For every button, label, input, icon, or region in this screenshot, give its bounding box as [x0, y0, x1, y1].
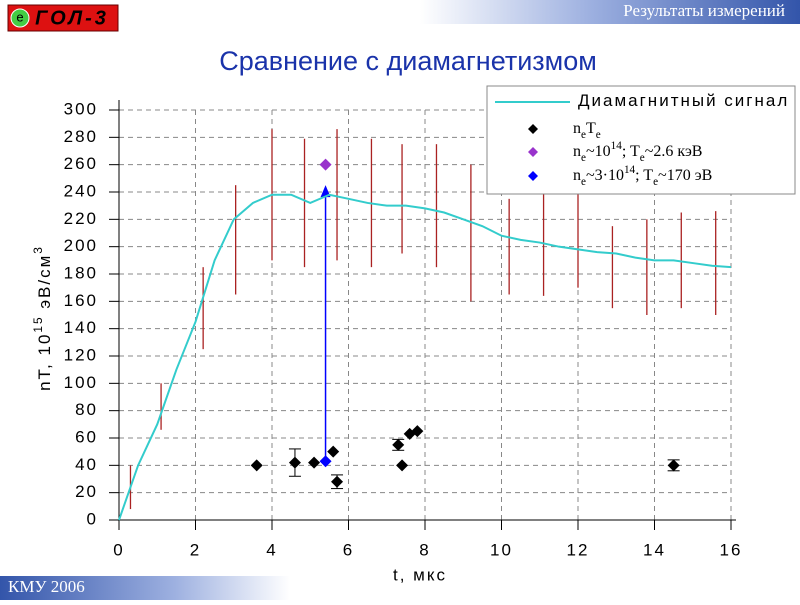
x-tick-label: 6 — [343, 540, 354, 559]
data-point — [319, 455, 332, 468]
y-tick-label: 200 — [64, 236, 98, 255]
footer-bar — [0, 576, 290, 600]
text-part: n — [573, 143, 581, 160]
text-part: 3 — [31, 245, 45, 254]
y-tick-label: 60 — [75, 427, 98, 446]
logo-box — [7, 4, 119, 32]
x-tick-label: 16 — [720, 540, 743, 559]
x-tick-label: 0 — [113, 540, 124, 559]
legend-label: neTe — [573, 120, 601, 141]
data-point — [392, 438, 405, 451]
text-part: ; T — [635, 167, 653, 184]
y-tick-label: 140 — [64, 318, 98, 337]
text-part: n — [573, 167, 581, 184]
text-part: ~10 — [586, 143, 611, 160]
y-tick-label: 100 — [64, 373, 98, 392]
y-tick-label: 300 — [64, 99, 98, 118]
text-part: e — [653, 176, 658, 188]
text-part: e — [596, 129, 601, 141]
legend-swatch — [528, 171, 538, 181]
y-tick-label: 220 — [64, 209, 98, 228]
y-tick-label: 40 — [75, 455, 98, 474]
y-tick-label: 260 — [64, 154, 98, 173]
legend-swatch — [528, 147, 538, 157]
x-tick-label: 8 — [419, 540, 430, 559]
legend-label: ne~1014; Te~2.6 кэВ — [573, 140, 702, 164]
logo-circle — [10, 8, 30, 28]
y-tick-label: 280 — [64, 127, 98, 146]
text-part: e — [640, 152, 645, 164]
chart-title: Сравнение с диамагнетизмом — [219, 46, 597, 76]
text-part: эВ/см — [35, 254, 54, 316]
text-part: ~3·10 — [586, 167, 624, 184]
y-axis-label: nT, 1015 эВ/см3 — [31, 245, 54, 391]
text-part: e — [581, 176, 586, 188]
section-title: Результаты измерений — [623, 1, 785, 20]
y-tick-label: 180 — [64, 263, 98, 282]
text-part: Диамагнитный сигнал — [578, 91, 789, 110]
y-tick-label: 20 — [75, 482, 98, 501]
legend-label: ne~3·1014; Te~170 эВ — [573, 164, 712, 188]
legend-swatch — [528, 124, 538, 134]
y-tick-label: 120 — [64, 345, 98, 364]
data-point — [667, 459, 680, 472]
text-part: n — [573, 120, 581, 137]
legend-box — [486, 85, 796, 195]
x-tick-label: 2 — [190, 540, 201, 559]
data-point — [308, 456, 321, 469]
x-tick-label: 10 — [490, 540, 513, 559]
text-part: ~170 эВ — [658, 167, 712, 184]
data-point — [331, 475, 344, 488]
x-tick-label: 12 — [567, 540, 590, 559]
text-part: ; T — [622, 143, 640, 160]
y-tick-label: 0 — [87, 509, 98, 528]
data-point — [319, 158, 332, 171]
y-tick-label: 240 — [64, 181, 98, 200]
logo-text: ГОЛ-3 — [35, 7, 109, 29]
arrow-head — [320, 185, 331, 198]
y-tick-label: 160 — [64, 291, 98, 310]
data-point — [396, 459, 409, 472]
text-part: T — [586, 120, 596, 137]
text-part: 14 — [611, 140, 623, 152]
y-tick-label: 80 — [75, 400, 98, 419]
header-bar — [420, 0, 800, 24]
signal-line — [118, 193, 732, 521]
x-tick-label: 4 — [266, 540, 277, 559]
footer-text: КМУ 2006 — [8, 577, 85, 596]
text-part: 15 — [31, 315, 45, 332]
x-tick-label: 14 — [643, 540, 666, 559]
data-point — [411, 425, 424, 438]
legend-label: Диамагнитный сигнал — [578, 91, 789, 110]
text-part: nT, 10 — [35, 333, 54, 391]
data-point — [327, 445, 340, 458]
data-point — [288, 456, 301, 469]
text-part: ~2.6 кэВ — [645, 143, 703, 160]
data-point — [250, 459, 263, 472]
x-axis-label: t, мкс — [393, 565, 447, 584]
text-part: e — [581, 129, 586, 141]
text-part: e — [581, 152, 586, 164]
text-part: 14 — [624, 164, 636, 176]
logo-e: e — [16, 9, 23, 24]
